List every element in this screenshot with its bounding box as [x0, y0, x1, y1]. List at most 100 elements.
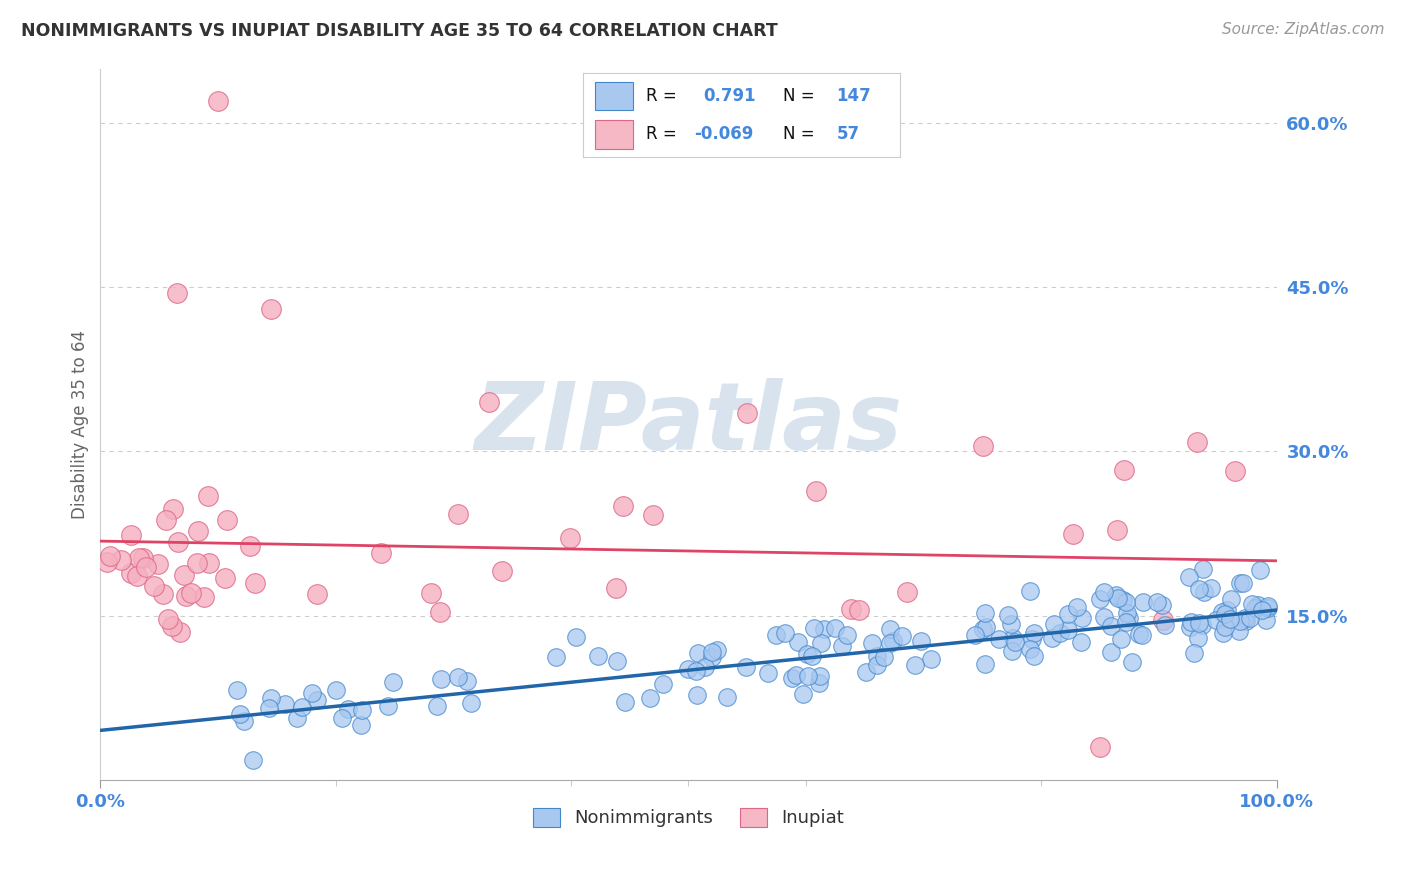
Point	[1024, 626, 1046, 640]
Point	[808, 669, 831, 683]
Point	[1049, 626, 1071, 640]
Point	[301, 686, 323, 700]
Point	[973, 607, 995, 621]
Point	[167, 535, 190, 549]
Point	[641, 508, 664, 522]
Point	[1249, 563, 1271, 577]
Point	[638, 691, 661, 706]
Point	[1070, 634, 1092, 648]
Point	[972, 439, 994, 453]
Point	[560, 531, 582, 545]
Point	[1146, 595, 1168, 609]
Point	[1021, 632, 1043, 646]
Point	[1232, 575, 1254, 590]
Point	[96, 555, 118, 569]
Point	[801, 648, 824, 663]
Point	[273, 698, 295, 712]
Point	[110, 552, 132, 566]
Point	[586, 649, 609, 664]
Point	[797, 669, 820, 683]
Point	[1177, 570, 1199, 584]
Point	[1024, 648, 1046, 663]
Point	[685, 664, 707, 678]
Point	[686, 688, 709, 702]
Point	[1219, 612, 1241, 626]
Y-axis label: Disability Age 35 to 64: Disability Age 35 to 64	[72, 329, 89, 518]
Point	[835, 628, 858, 642]
Point	[1099, 619, 1122, 633]
Point	[186, 556, 208, 570]
Point	[156, 612, 179, 626]
Point	[865, 658, 887, 673]
Point	[1205, 613, 1227, 627]
Point	[965, 628, 987, 642]
Point	[1088, 739, 1111, 754]
Point	[152, 587, 174, 601]
Point	[735, 406, 758, 420]
Point	[336, 702, 359, 716]
Point	[491, 565, 513, 579]
Point	[350, 703, 373, 717]
Point	[285, 711, 308, 725]
Point	[904, 657, 927, 672]
Point	[1220, 592, 1243, 607]
Point	[162, 619, 184, 633]
Point	[1062, 527, 1084, 541]
Point	[1092, 610, 1115, 624]
Point	[1099, 645, 1122, 659]
Point	[855, 665, 877, 679]
Point	[792, 687, 814, 701]
Point	[1254, 613, 1277, 627]
Point	[1229, 576, 1251, 591]
Point	[1153, 617, 1175, 632]
Point	[382, 675, 405, 690]
Point	[1192, 584, 1215, 599]
Point	[477, 395, 499, 409]
Point	[1000, 616, 1022, 631]
Point	[920, 652, 942, 666]
Point	[756, 665, 779, 680]
Point	[166, 285, 188, 300]
Point	[447, 507, 470, 521]
Point	[232, 714, 254, 728]
Point	[305, 693, 328, 707]
Point	[1191, 617, 1213, 632]
Point	[169, 625, 191, 640]
Point	[848, 603, 870, 617]
Point	[676, 662, 699, 676]
Point	[1001, 644, 1024, 658]
Point	[291, 700, 314, 714]
Point	[132, 550, 155, 565]
Point	[879, 635, 901, 649]
Point	[695, 660, 717, 674]
Point	[330, 711, 353, 725]
Point	[162, 502, 184, 516]
Point	[1185, 434, 1208, 449]
Point	[1128, 627, 1150, 641]
Point	[824, 621, 846, 635]
Point	[1150, 598, 1173, 612]
Point	[775, 625, 797, 640]
Point	[197, 556, 219, 570]
Point	[1092, 584, 1115, 599]
Point	[612, 499, 634, 513]
Point	[700, 649, 723, 664]
Text: Source: ZipAtlas.com: Source: ZipAtlas.com	[1222, 22, 1385, 37]
Point	[180, 586, 202, 600]
Point	[1112, 592, 1135, 607]
Point	[239, 539, 262, 553]
Point	[370, 547, 392, 561]
Point	[128, 550, 150, 565]
Point	[735, 659, 758, 673]
Point	[174, 589, 197, 603]
Point	[1239, 610, 1261, 624]
Point	[419, 586, 441, 600]
Point	[426, 699, 449, 714]
Point	[974, 620, 997, 634]
Point	[214, 570, 236, 584]
Point	[350, 718, 373, 732]
Point	[225, 682, 247, 697]
Point	[173, 568, 195, 582]
Point	[1234, 611, 1257, 625]
Point	[785, 667, 807, 681]
